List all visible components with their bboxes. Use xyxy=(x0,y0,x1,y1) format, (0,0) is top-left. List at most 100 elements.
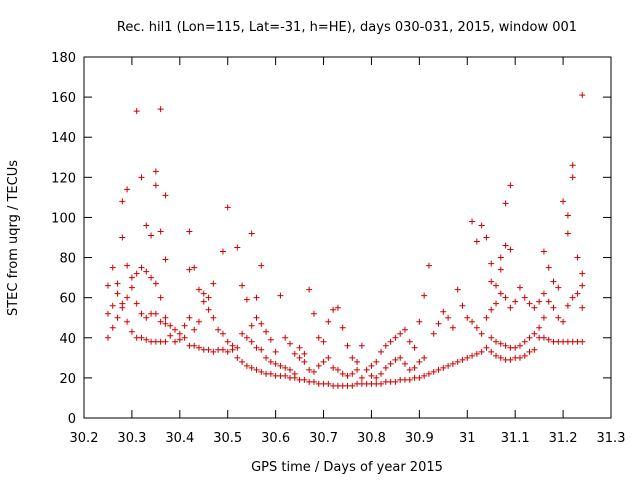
data-point xyxy=(186,266,193,273)
data-point xyxy=(104,282,111,289)
data-point xyxy=(550,278,557,285)
data-point xyxy=(152,310,159,317)
data-point xyxy=(148,274,155,281)
data-point xyxy=(195,286,202,293)
data-point xyxy=(411,344,418,351)
data-point xyxy=(200,290,207,297)
y-axis-label: STEC from uqrg / TECUs xyxy=(6,160,21,316)
data-point xyxy=(454,286,461,293)
data-point xyxy=(315,362,322,369)
data-point xyxy=(478,330,485,337)
data-point xyxy=(310,310,317,317)
y-tick-label: 0 xyxy=(68,412,76,427)
data-point xyxy=(416,374,423,381)
data-point xyxy=(526,334,533,341)
data-point xyxy=(421,292,428,299)
data-point xyxy=(138,310,145,317)
data-point xyxy=(483,344,490,351)
data-point xyxy=(210,280,217,287)
data-point xyxy=(109,302,116,309)
data-point xyxy=(119,198,126,205)
data-point xyxy=(205,294,212,301)
data-point xyxy=(162,338,169,345)
data-point xyxy=(287,366,294,373)
data-point xyxy=(540,290,547,297)
data-point xyxy=(488,306,495,313)
data-point xyxy=(526,348,533,355)
data-point xyxy=(459,302,466,309)
data-point xyxy=(373,374,380,381)
data-point xyxy=(354,358,361,365)
data-point xyxy=(263,328,270,335)
data-point xyxy=(243,296,250,303)
data-point xyxy=(473,238,480,245)
data-point xyxy=(248,230,255,237)
data-point xyxy=(114,314,121,321)
data-point xyxy=(564,212,571,219)
data-point xyxy=(176,336,183,343)
data-point xyxy=(195,344,202,351)
data-point xyxy=(239,358,246,365)
data-point xyxy=(406,376,413,383)
data-point xyxy=(315,334,322,341)
data-point xyxy=(128,274,135,281)
data-point xyxy=(124,186,131,193)
data-point xyxy=(195,318,202,325)
data-point xyxy=(550,304,557,311)
data-point xyxy=(258,320,265,327)
data-point xyxy=(540,334,547,341)
data-point xyxy=(157,318,164,325)
data-point xyxy=(258,346,265,353)
data-point xyxy=(421,354,428,361)
data-point xyxy=(363,366,370,373)
data-point xyxy=(248,322,255,329)
y-tick-label: 80 xyxy=(59,252,76,267)
data-point xyxy=(435,366,442,373)
x-tick-label: 30.5 xyxy=(213,431,242,446)
data-point xyxy=(191,264,198,271)
data-point xyxy=(401,326,408,333)
data-point xyxy=(162,320,169,327)
data-point xyxy=(133,108,140,115)
data-point xyxy=(378,370,385,377)
data-point xyxy=(181,334,188,341)
data-point xyxy=(243,334,250,341)
data-point xyxy=(339,370,346,377)
data-point xyxy=(239,330,246,337)
data-point xyxy=(267,358,274,365)
x-axis-label: GPS time / Days of year 2015 xyxy=(251,460,443,475)
data-point xyxy=(152,168,159,175)
data-point xyxy=(464,354,471,361)
data-point xyxy=(378,348,385,355)
data-point xyxy=(531,346,538,353)
data-point xyxy=(162,256,169,263)
data-point xyxy=(310,378,317,385)
data-point xyxy=(497,254,504,261)
data-point xyxy=(239,282,246,289)
x-tick-label: 30.6 xyxy=(261,431,290,446)
data-point xyxy=(157,294,164,301)
x-tick-label: 31.3 xyxy=(597,431,626,446)
data-point xyxy=(387,360,394,367)
data-point xyxy=(464,314,471,321)
data-point xyxy=(569,162,576,169)
x-tick-label: 30.4 xyxy=(165,431,194,446)
y-tick-label: 120 xyxy=(51,171,76,186)
data-point xyxy=(493,282,500,289)
data-point xyxy=(148,232,155,239)
data-point xyxy=(138,264,145,271)
data-point xyxy=(133,300,140,307)
x-tick-label: 30.3 xyxy=(117,431,146,446)
data-point xyxy=(540,248,547,255)
data-point xyxy=(564,302,571,309)
data-point xyxy=(445,314,452,321)
data-point xyxy=(392,378,399,385)
data-point xyxy=(162,314,169,321)
y-tick-label: 40 xyxy=(59,332,76,347)
data-point xyxy=(488,348,495,355)
data-point xyxy=(387,338,394,345)
data-point xyxy=(325,318,332,325)
data-point xyxy=(521,352,528,359)
data-point xyxy=(301,358,308,365)
data-point xyxy=(382,342,389,349)
